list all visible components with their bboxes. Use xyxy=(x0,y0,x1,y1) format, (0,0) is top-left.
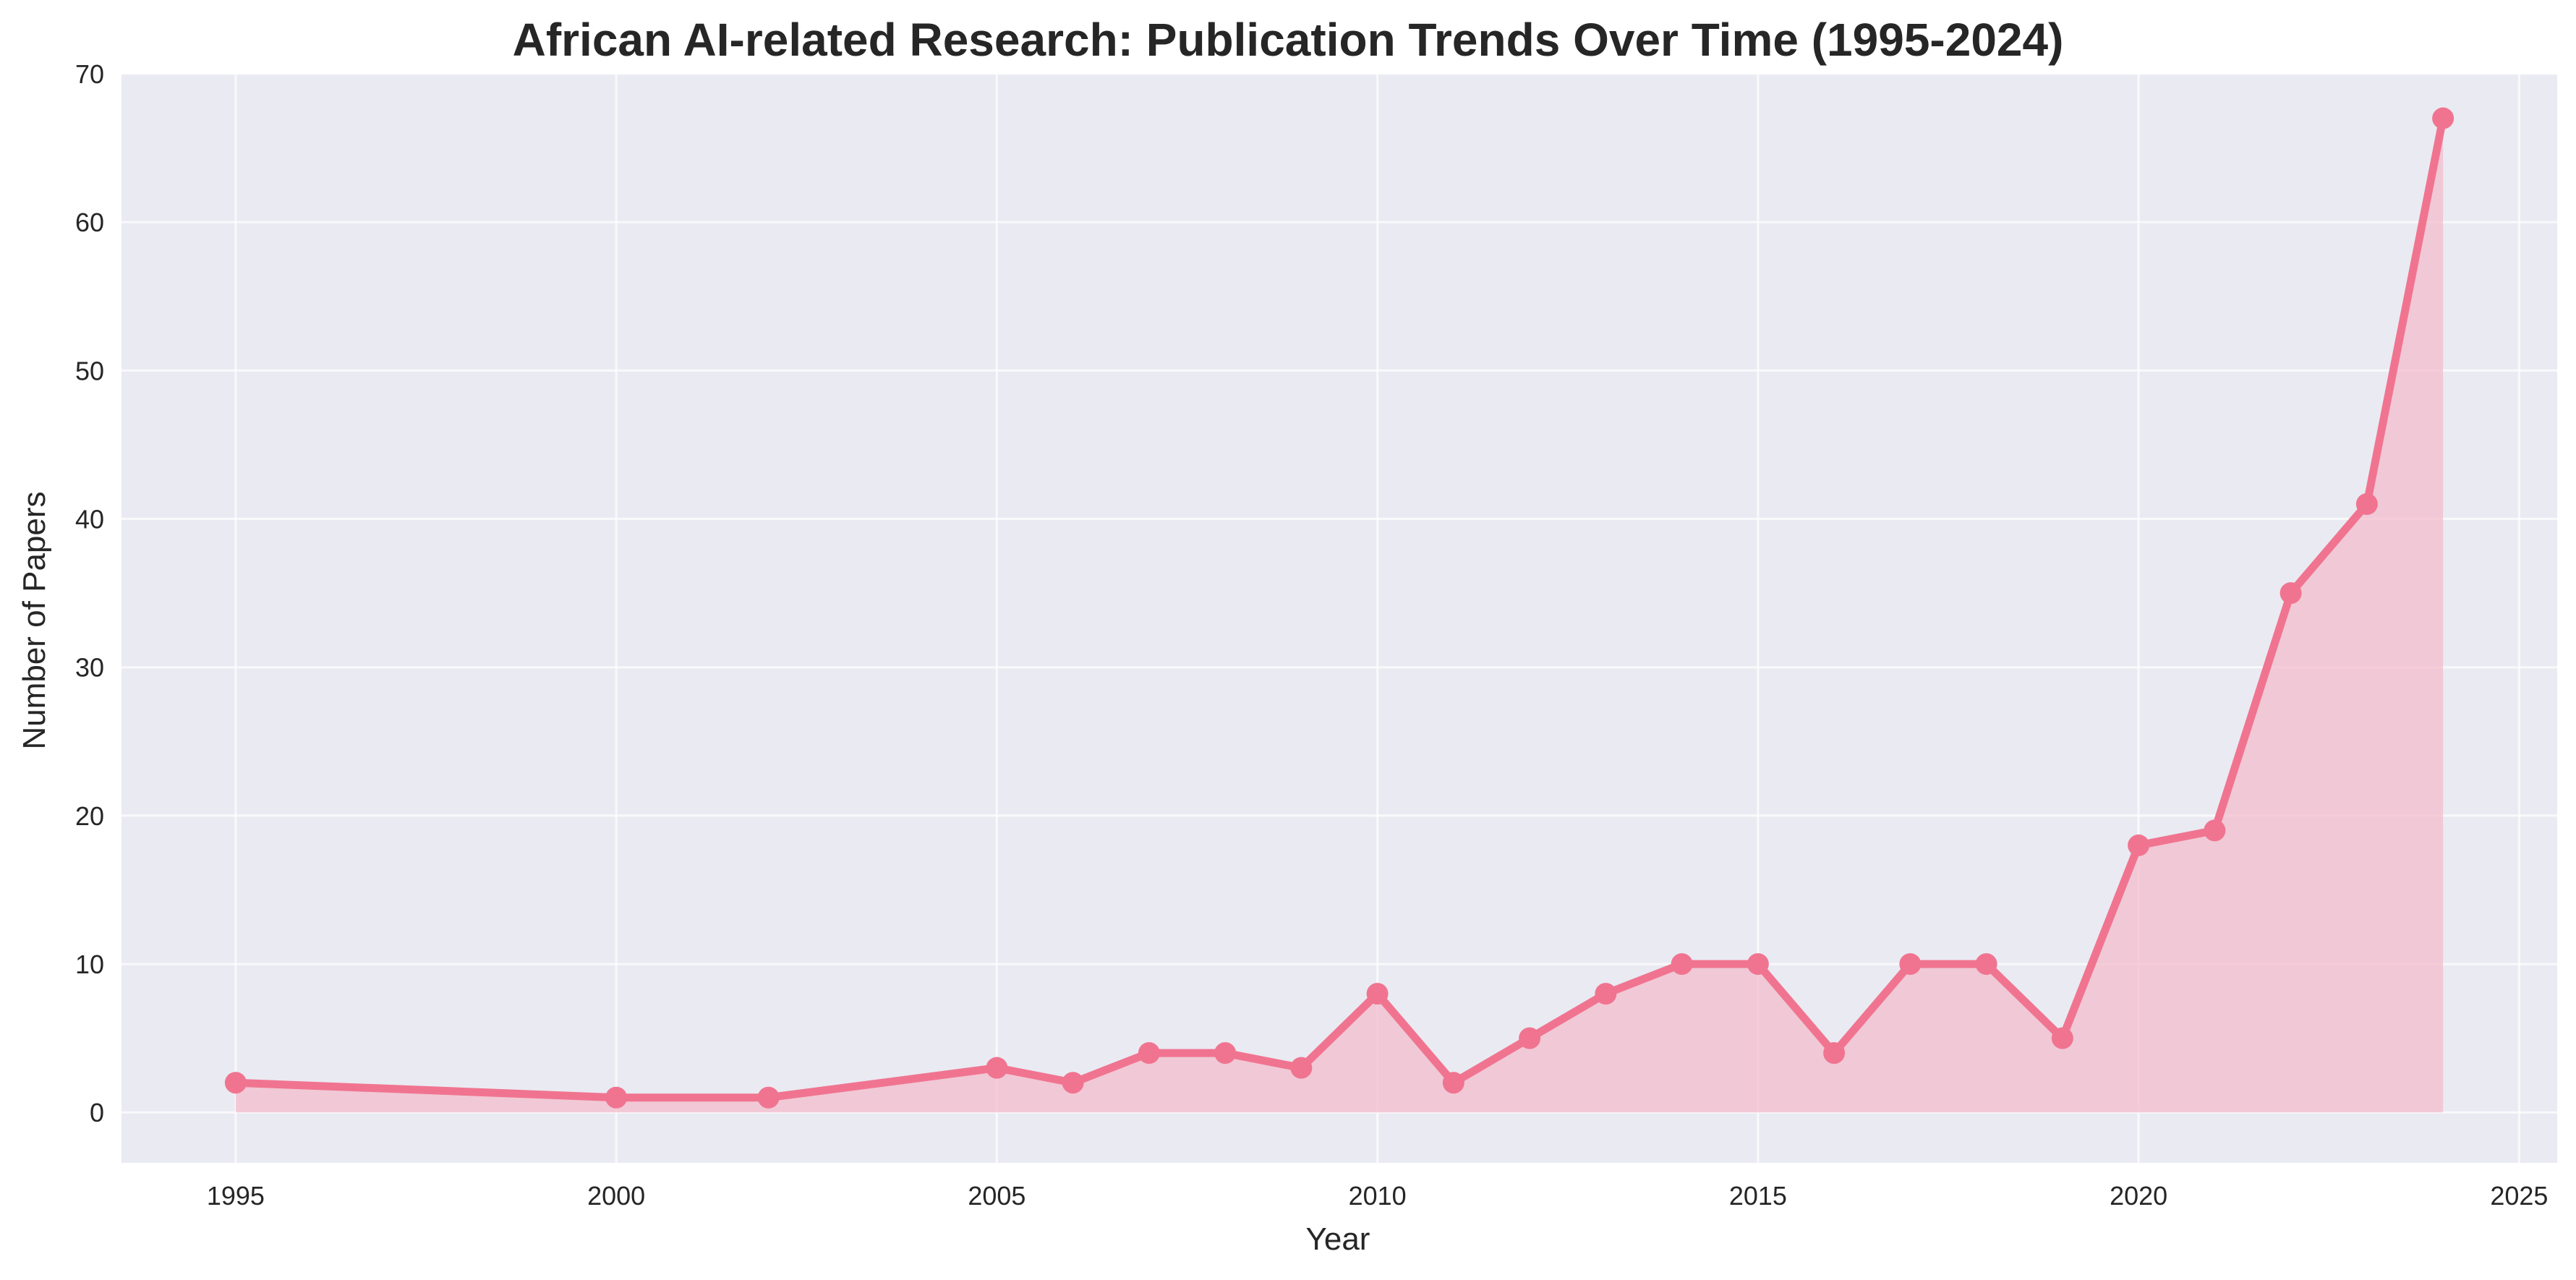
data-point xyxy=(605,1086,628,1109)
y-tick-label: 60 xyxy=(75,208,104,237)
y-axis-ticks: 0 10 20 30 40 50 60 70 xyxy=(75,59,104,1127)
y-axis-label: Number of Papers xyxy=(17,491,52,749)
y-tick-label: 40 xyxy=(75,505,104,534)
data-point xyxy=(757,1086,780,1109)
data-point xyxy=(1975,953,1997,976)
data-point xyxy=(1138,1042,1160,1064)
x-tick-label: 2000 xyxy=(587,1181,645,1211)
y-tick-label: 70 xyxy=(75,59,104,89)
data-point xyxy=(2355,493,2378,516)
data-point xyxy=(1062,1072,1084,1094)
data-point xyxy=(224,1072,247,1094)
y-tick-label: 10 xyxy=(75,950,104,979)
x-tick-label: 2020 xyxy=(2110,1181,2167,1211)
data-point xyxy=(2204,819,2226,842)
y-tick-label: 50 xyxy=(75,356,104,385)
x-tick-label: 2010 xyxy=(1349,1181,1407,1211)
data-point xyxy=(1214,1042,1237,1064)
y-tick-label: 30 xyxy=(75,653,104,683)
data-point xyxy=(2279,582,2302,605)
data-point xyxy=(1366,983,1389,1005)
y-tick-label: 0 xyxy=(90,1098,104,1127)
x-tick-label: 2005 xyxy=(968,1181,1025,1211)
data-point xyxy=(2128,834,2150,856)
data-point xyxy=(1442,1072,1464,1094)
y-tick-label: 20 xyxy=(75,801,104,831)
x-tick-label: 2015 xyxy=(1729,1181,1787,1211)
data-point xyxy=(2432,107,2455,129)
data-point xyxy=(1899,953,1922,976)
data-point xyxy=(1519,1027,1541,1049)
x-axis-ticks: 1995 2000 2005 2010 2015 2020 2025 xyxy=(207,1181,2549,1211)
data-point xyxy=(1595,983,1617,1005)
x-tick-label: 2025 xyxy=(2490,1181,2548,1211)
data-point xyxy=(1671,953,1693,976)
chart-title: African AI-related Research: Publication… xyxy=(513,14,2064,66)
data-point xyxy=(1290,1057,1313,1079)
data-points xyxy=(224,107,2455,1109)
series-area-fill xyxy=(235,118,2444,1113)
data-point xyxy=(1747,953,1769,976)
x-tick-label: 1995 xyxy=(207,1181,265,1211)
data-point xyxy=(1823,1042,1846,1064)
data-point xyxy=(986,1057,1008,1079)
data-point xyxy=(2051,1027,2073,1049)
x-axis-label: Year xyxy=(1306,1221,1370,1257)
